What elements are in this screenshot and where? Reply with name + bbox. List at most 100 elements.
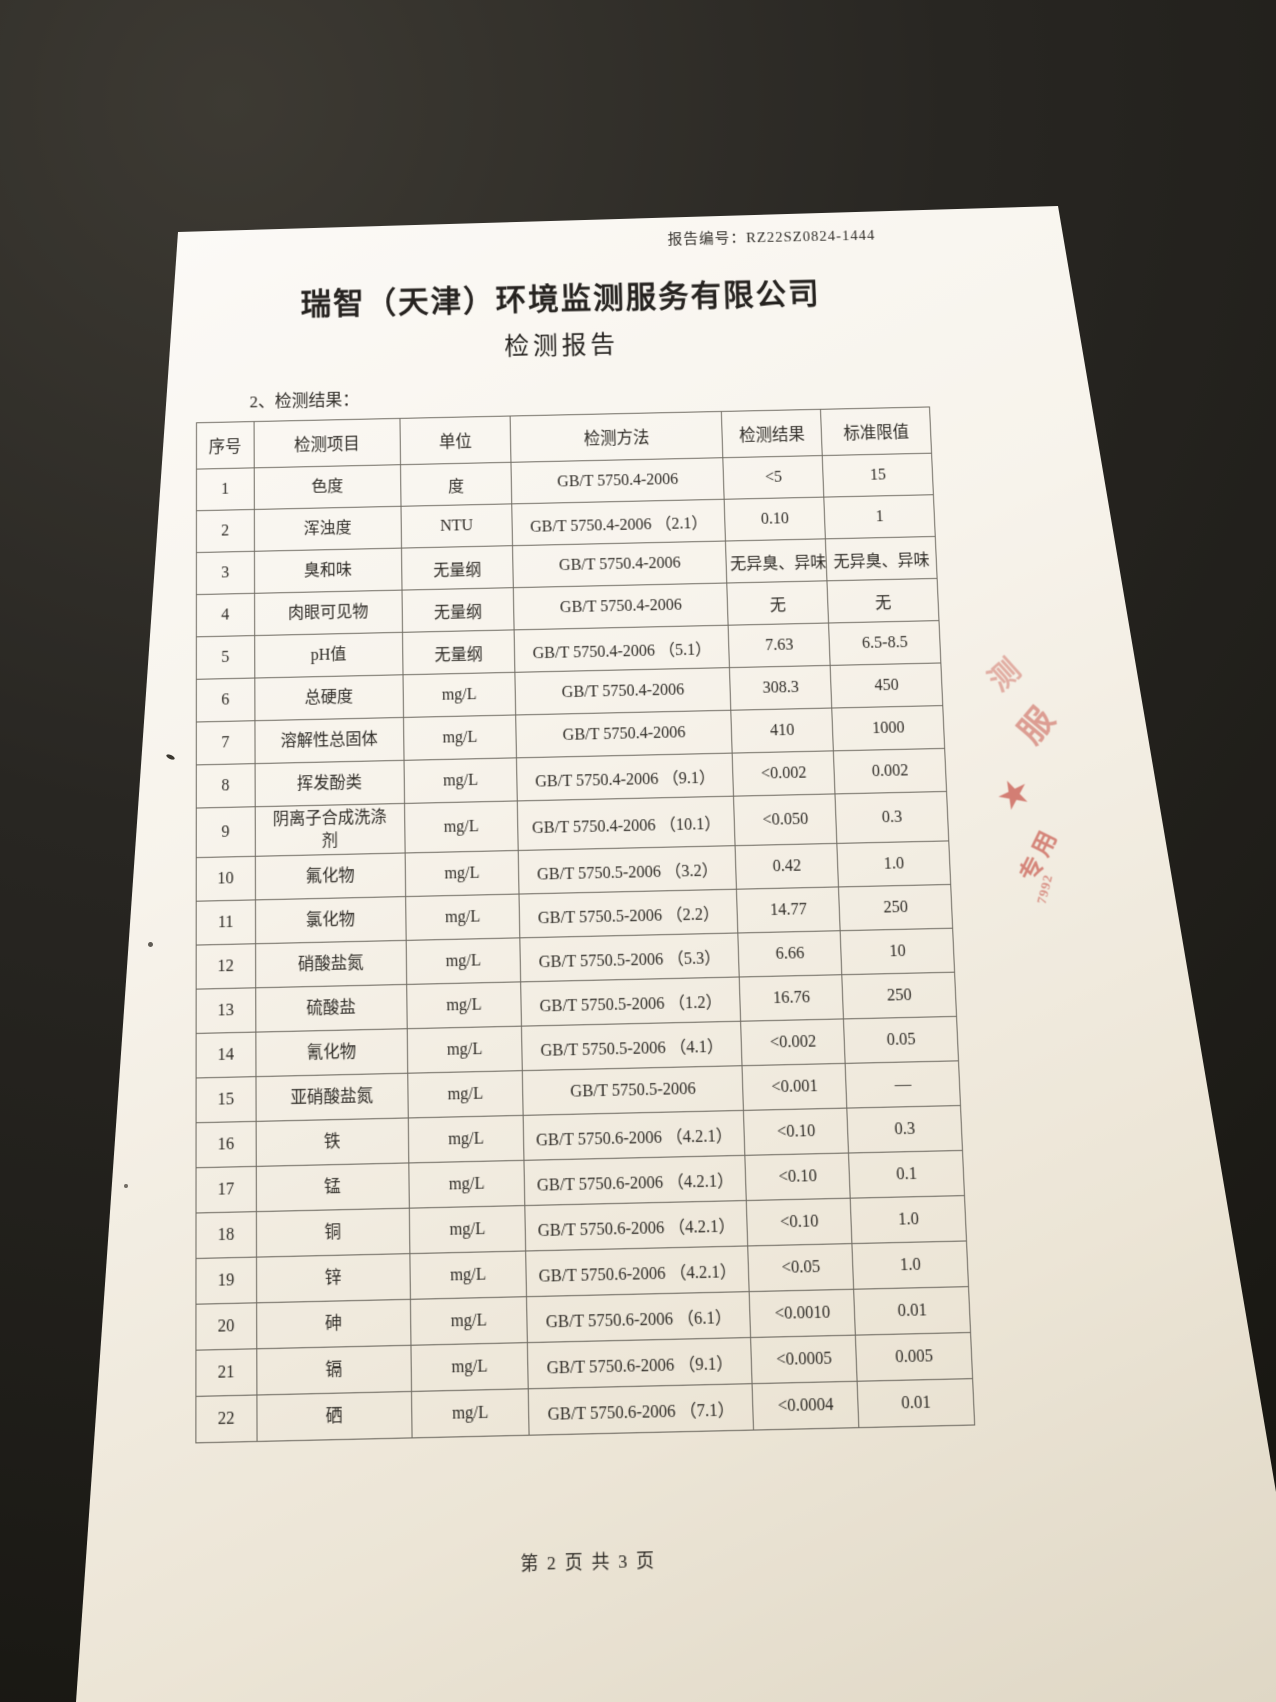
table-cell: 15 — [822, 453, 934, 498]
table-cell: 450 — [830, 662, 944, 709]
table-cell: 14.77 — [736, 887, 841, 934]
table-cell: 无异臭、异味 — [725, 538, 828, 583]
stamp-serial: 7992 — [1033, 872, 1056, 906]
table-header-cell: 检测方法 — [510, 411, 724, 463]
stamp-star-icon: ★ — [992, 771, 1036, 819]
table-cell: 0.05 — [843, 1016, 959, 1064]
table-cell: <0.002 — [732, 750, 836, 797]
table-cell: mg/L — [405, 894, 521, 941]
table-cell: 1.0 — [836, 841, 952, 888]
table-cell: 0.01 — [853, 1286, 971, 1336]
table-cell: 无量纲 — [401, 545, 514, 591]
section-label: 2、检测结果： — [249, 390, 360, 412]
table-cell: mg/L — [405, 938, 521, 985]
table-cell: GB/T 5750.4-2006 — [515, 710, 733, 758]
table-cell: NTU — [400, 503, 513, 549]
table-cell: 10 — [195, 856, 256, 902]
company-title: 瑞智（天津）环境监测服务有限公司 — [300, 276, 822, 322]
table-cell: mg/L — [403, 714, 517, 761]
table-cell: 6.66 — [738, 930, 842, 978]
table-cell: <0.050 — [733, 793, 837, 846]
table-cell: 12 — [195, 943, 256, 990]
official-stamp: 测 服 ★ 专用 7992 — [970, 623, 1206, 918]
table-cell: 7.63 — [728, 623, 831, 668]
table-header-cell: 标准限值 — [820, 406, 932, 456]
table-cell: mg/L — [408, 1160, 526, 1209]
table-cell: 13 — [195, 987, 256, 1034]
table-cell: 4 — [195, 593, 255, 637]
table-cell: GB/T 5750.4-2006 — [515, 667, 732, 715]
table-cell: GB/T 5750.4-2006 （9.1） — [516, 753, 734, 801]
results-table: 序号 检测项目 单位 检测方法 检测结果 标准限值 1 色度度 GB/T 5750.… — [195, 406, 976, 1444]
stamp-character: 测 — [982, 653, 1028, 698]
table-cell: GB/T 5750.4-2006 （10.1） — [517, 796, 736, 851]
table-cell: 6 — [195, 678, 255, 723]
table-cell: 1000 — [831, 705, 946, 751]
table-cell: 砷 — [256, 1299, 411, 1349]
table-cell: <0.10 — [743, 1108, 849, 1156]
table-cell: 5 — [195, 635, 255, 680]
table-cell: 0.005 — [855, 1332, 973, 1382]
table-cell: 铜 — [256, 1208, 410, 1258]
table-cell: 22 — [195, 1395, 258, 1444]
table-cell: 1.0 — [852, 1241, 969, 1290]
table-cell: 硫酸盐 — [255, 984, 407, 1033]
stamp-character: 专用 — [1016, 824, 1065, 886]
table-cell: GB/T 5750.5-2006 （1.2） — [520, 977, 741, 1027]
table-cell: GB/T 5750.4-2006 （5.1） — [514, 625, 730, 673]
table-cell: 锰 — [256, 1163, 409, 1212]
table-cell: 250 — [841, 972, 957, 1020]
table-cell: 0.01 — [857, 1378, 976, 1428]
table-cell: mg/L — [402, 672, 516, 718]
table-cell: mg/L — [409, 1251, 527, 1300]
table-cell: 11 — [195, 900, 256, 946]
table-cell: 氟化物 — [255, 853, 406, 901]
table-cell: GB/T 5750.5-2006 （5.3） — [520, 933, 740, 983]
table-cell: <0.0005 — [750, 1335, 858, 1384]
report-number-value: RZ22SZ0824-1444 — [745, 228, 876, 247]
table-cell: mg/L — [410, 1342, 529, 1392]
table-cell: mg/L — [407, 1115, 525, 1164]
table-cell: 1 — [823, 494, 936, 539]
table-header-cell: 检测结果 — [721, 409, 823, 458]
table-cell: <0.05 — [748, 1243, 854, 1292]
report-number-line: 报告编号：RZ22SZ0824-1444 — [190, 223, 928, 259]
table-cell: 硝酸盐氮 — [255, 940, 407, 988]
ink-speck — [165, 753, 176, 761]
table-cell: GB/T 5750.6-2006 （4.2.1） — [525, 1200, 749, 1252]
table-cell: 16 — [195, 1121, 257, 1168]
table-cell: 镉 — [256, 1345, 412, 1396]
page-footer: 第 2 页 共 3 页 — [520, 1550, 657, 1575]
ink-speck — [148, 942, 153, 947]
table-cell: 0.3 — [846, 1105, 963, 1154]
table-cell: 无量纲 — [402, 629, 516, 675]
table-cell: GB/T 5750.6-2006 （4.2.1） — [524, 1155, 747, 1206]
table-cell: GB/T 5750.5-2006 （3.2） — [518, 845, 737, 895]
table-cell: 0.42 — [735, 843, 839, 890]
table-header-cell: 序号 — [196, 421, 255, 470]
table-cell: 250 — [838, 884, 954, 931]
table-cell: 3 — [196, 551, 255, 595]
table-cell: 肉眼可见物 — [254, 590, 403, 636]
table-cell: 硒 — [256, 1391, 412, 1442]
table-cell: 15 — [195, 1076, 257, 1123]
doc-title: 检测报告 — [504, 332, 620, 361]
table-cell: 9 — [195, 806, 256, 858]
table-cell: 无异臭、异味 — [825, 536, 938, 581]
table-cell: 14 — [195, 1032, 257, 1079]
table-cell: 氰化物 — [255, 1028, 408, 1077]
table-cell: 挥发酚类 — [255, 760, 405, 807]
table-cell: <5 — [723, 455, 824, 500]
table-cell: — — [845, 1061, 961, 1109]
table-header-cell: 检测项目 — [254, 418, 401, 468]
table-cell: GB/T 5750.4-2006 — [513, 582, 729, 630]
table-cell: GB/T 5750.5-2006 （4.1） — [521, 1021, 743, 1071]
table-cell: GB/T 5750.4-2006 （2.1） — [512, 499, 726, 546]
table-header-cell: 单位 — [399, 416, 512, 465]
table-cell: mg/L — [403, 757, 518, 804]
table-cell: GB/T 5750.6-2006 （9.1） — [527, 1337, 753, 1389]
table-cell: 6.5-8.5 — [828, 620, 942, 666]
table-cell: mg/L — [408, 1205, 526, 1254]
stamp-character: 服 — [1011, 701, 1063, 752]
